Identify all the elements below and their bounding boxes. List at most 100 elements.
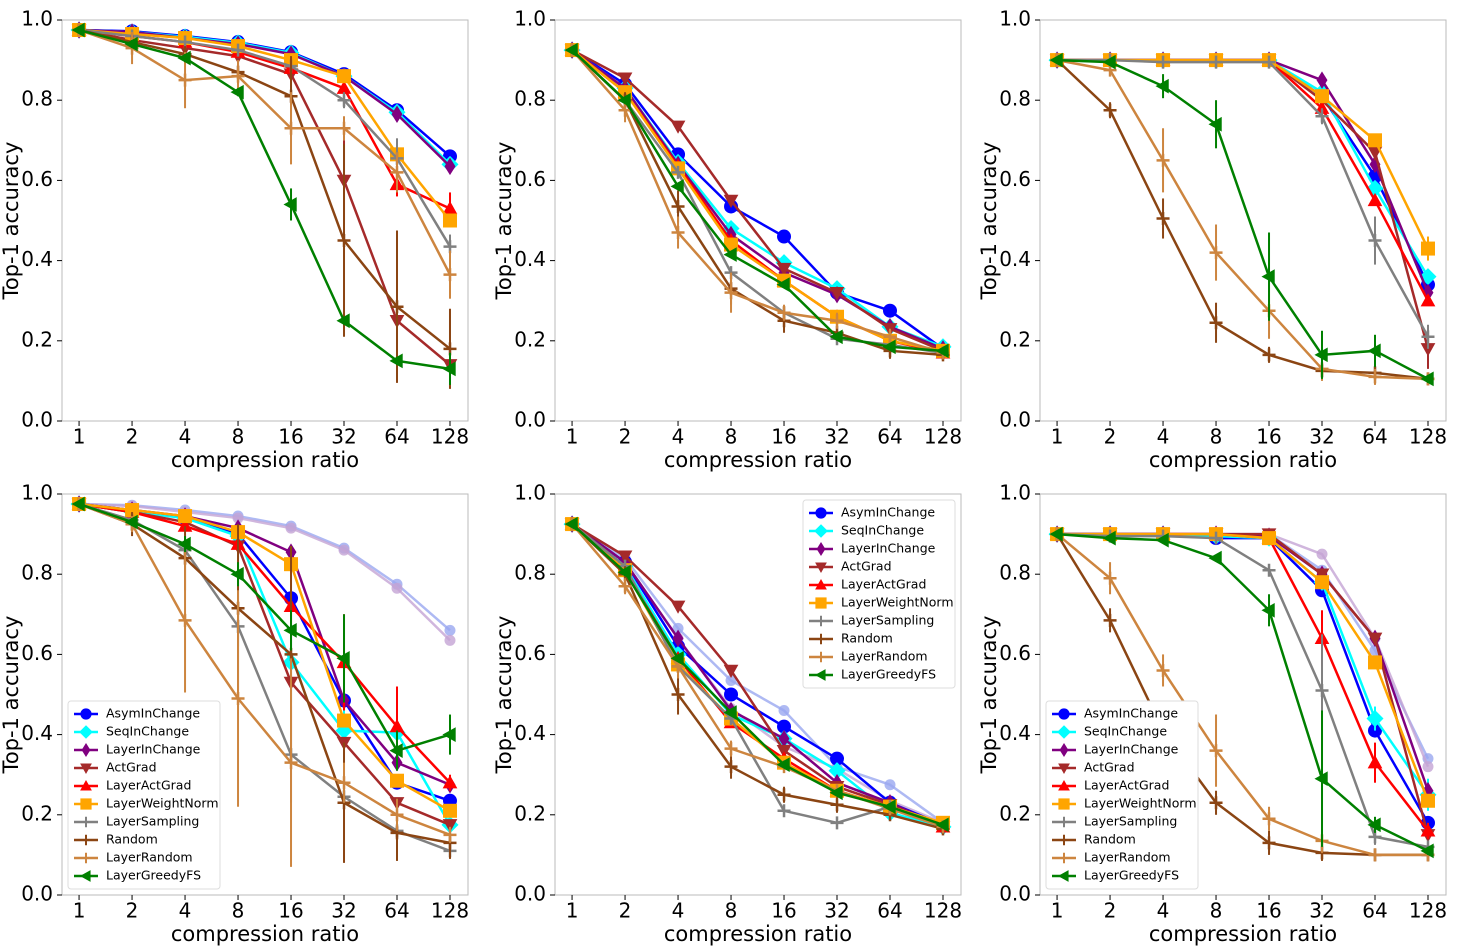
marker (1368, 655, 1383, 670)
faded-marker (1316, 548, 1328, 560)
legend-marker (80, 834, 92, 846)
marker (284, 756, 298, 770)
legend-label: Random (1084, 832, 1136, 847)
marker (1156, 211, 1170, 225)
x-tick-label: 4 (179, 899, 192, 923)
marker (829, 785, 843, 801)
x-tick-label: 4 (672, 425, 685, 449)
x-tick-label: 8 (232, 425, 245, 449)
x-tick-label: 32 (824, 899, 849, 923)
y-tick-label: 1.0 (999, 7, 1031, 31)
legend-marker (1058, 708, 1070, 720)
marker (443, 828, 457, 842)
x-axis-label: compression ratio (1149, 448, 1337, 472)
marker (1368, 370, 1382, 384)
marker (283, 622, 297, 638)
legend-marker (80, 852, 92, 864)
series-line (78, 28, 451, 350)
legend-frame (1045, 700, 1199, 890)
marker (124, 36, 138, 52)
marker (336, 651, 350, 666)
marker (723, 247, 737, 262)
marker (1049, 52, 1063, 68)
y-tick-label: 0.0 (514, 882, 546, 906)
series-line (1057, 532, 1429, 849)
series-line (78, 28, 451, 222)
y-tick-label: 0.6 (21, 641, 53, 665)
marker (777, 788, 791, 802)
marker (724, 687, 739, 702)
y-tick-label: 0.8 (21, 87, 53, 111)
faded-marker (232, 512, 244, 524)
y-tick-label: 0.2 (514, 327, 546, 351)
y-tick-label: 0.2 (21, 327, 53, 351)
marker (617, 92, 631, 108)
marker (442, 803, 457, 818)
x-tick-label: 128 (1409, 425, 1447, 449)
marker (617, 72, 633, 86)
marker (1366, 710, 1384, 728)
x-axis-label: compression ratio (664, 448, 852, 472)
marker (1262, 348, 1276, 362)
marker (443, 268, 457, 282)
marker (1103, 571, 1117, 585)
legend-label: LayerWeightNorm (1084, 796, 1197, 811)
subplot: 0.0 0.2 0.4 0.6 0.8 1.0 1 2 4 8 16 32 64 128 compressi… (492, 481, 962, 947)
marker (1315, 89, 1330, 104)
faded-line (571, 523, 944, 824)
x-tick-label: 64 (877, 425, 902, 449)
marker (442, 775, 458, 789)
marker (1209, 796, 1223, 810)
marker (178, 73, 192, 87)
y-tick-label: 0.4 (21, 247, 53, 271)
series-line (571, 523, 944, 828)
series-line (571, 49, 944, 353)
subplot: 0.0 0.2 0.4 0.6 0.8 1.0 1 2 4 8 16 32 64 128 compressi… (0, 7, 469, 473)
series-line (571, 523, 944, 828)
marker (1368, 234, 1382, 248)
series-line (571, 523, 944, 831)
x-axis-label: compression ratio (664, 922, 852, 946)
x-axis-label: compression ratio (1149, 922, 1337, 946)
marker (1103, 613, 1117, 627)
legend-label: LayerActGrad (841, 577, 926, 592)
x-tick-label: 32 (331, 899, 356, 923)
marker (1262, 812, 1276, 826)
marker (337, 776, 351, 790)
marker (777, 804, 791, 818)
legend-marker (79, 870, 91, 882)
marker (1261, 269, 1275, 284)
x-tick-label: 1 (1051, 899, 1064, 923)
marker (1367, 632, 1383, 646)
marker (1315, 109, 1329, 123)
y-axis-label: Top-1 accuracy (492, 616, 516, 775)
marker (935, 817, 949, 833)
marker (390, 808, 404, 822)
series-line (78, 28, 451, 366)
legend-label: LayerInChange (1084, 742, 1179, 757)
legend-marker (80, 816, 92, 828)
x-tick-label: 32 (824, 425, 849, 449)
x-tick-label: 32 (1309, 899, 1334, 923)
marker (231, 692, 245, 706)
legend-marker (815, 615, 827, 627)
y-tick-label: 0.0 (21, 408, 53, 432)
y-tick-label: 0.8 (514, 561, 546, 585)
x-tick-label: 64 (1362, 425, 1387, 449)
marker (777, 229, 792, 244)
marker (1262, 563, 1276, 577)
marker (670, 651, 684, 666)
marker (670, 120, 686, 134)
series-line (571, 49, 944, 350)
legend-marker (1059, 743, 1069, 757)
marker (1209, 744, 1223, 758)
faded-marker (778, 705, 790, 717)
marker (1049, 526, 1063, 542)
marker (1262, 55, 1276, 69)
marker (672, 629, 684, 648)
marker (230, 84, 244, 100)
y-tick-label: 0.8 (514, 87, 546, 111)
series-line (571, 49, 944, 357)
marker (177, 536, 191, 552)
